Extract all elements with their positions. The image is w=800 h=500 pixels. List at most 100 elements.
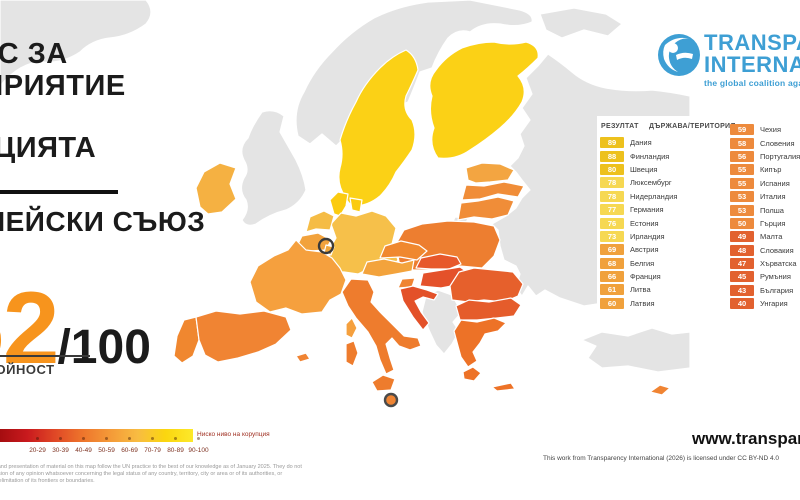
table-row[interactable]: 53 Италия xyxy=(730,190,800,203)
score-cell: 60 xyxy=(600,297,624,309)
malta-marker[interactable] xyxy=(383,392,399,408)
country-name: Малта xyxy=(760,232,783,242)
table-row[interactable]: 78 Люксембург xyxy=(600,176,677,189)
score-cell: 53 xyxy=(730,191,754,203)
table-row[interactable]: 55 Испания xyxy=(730,177,800,190)
island-crete[interactable] xyxy=(491,382,516,392)
country-name: Испания xyxy=(760,178,790,188)
turkey-landmass xyxy=(581,327,691,373)
country-name: Дания xyxy=(630,138,652,148)
country-cyprus[interactable] xyxy=(649,384,671,396)
title-divider xyxy=(0,190,118,194)
score-cell: 55 xyxy=(730,164,754,176)
country-name: Полша xyxy=(760,205,784,215)
country-italy[interactable] xyxy=(341,278,422,375)
country-lithuania[interactable] xyxy=(457,196,515,221)
table-background-panel xyxy=(597,116,800,318)
average-score: 62/100 xyxy=(0,270,151,387)
score-cell: 47 xyxy=(730,258,754,270)
country-ireland[interactable] xyxy=(195,162,237,215)
table-row[interactable]: 68 Белгия xyxy=(600,257,677,270)
country-austria[interactable] xyxy=(361,258,415,278)
table-row[interactable]: 48 Словакия xyxy=(730,244,800,257)
country-name: Люксембург xyxy=(630,178,672,188)
table-header-country: ДЪРЖАВА/ТЕРИТОРИЯ xyxy=(648,123,736,130)
country-portugal[interactable] xyxy=(173,316,200,364)
country-romania[interactable] xyxy=(449,267,524,303)
luxembourg-marker[interactable] xyxy=(317,237,335,255)
legend-tick-dot xyxy=(49,437,72,440)
country-bulgaria[interactable] xyxy=(455,297,522,321)
table-row[interactable]: 50 Гърция xyxy=(730,217,800,230)
country-greece[interactable] xyxy=(453,317,507,368)
island-sardinia[interactable] xyxy=(345,340,359,367)
country-finland[interactable] xyxy=(429,41,539,159)
table-row[interactable]: 73 Ирландия xyxy=(600,230,677,243)
island-sicily[interactable] xyxy=(371,374,396,392)
table-row[interactable]: 45 Румъния xyxy=(730,270,800,283)
country-czechia[interactable] xyxy=(379,240,428,261)
legend-tick-dot xyxy=(164,437,187,440)
table-row[interactable]: 89 Дания xyxy=(600,136,677,149)
country-name: Франция xyxy=(630,272,661,282)
logo-wordmark-line1: TRANSPARENCY xyxy=(704,30,800,55)
score-cell: 89 xyxy=(600,137,624,149)
country-name: Хърватска xyxy=(760,259,797,269)
country-name: Нидерландия xyxy=(630,191,678,201)
table-row[interactable]: 88 Финландия xyxy=(600,149,677,162)
table-row[interactable]: 77 Германия xyxy=(600,203,677,216)
table-row[interactable]: 66 Франция xyxy=(600,270,677,283)
table-row[interactable]: 60 Латвия xyxy=(600,297,677,310)
table-row[interactable]: 56 Португалия xyxy=(730,150,800,163)
table-row[interactable]: 69 Австрия xyxy=(600,243,677,256)
table-row[interactable]: 49 Малта xyxy=(730,230,800,243)
country-netherlands[interactable] xyxy=(305,210,335,233)
country-estonia[interactable] xyxy=(465,162,515,184)
legend-tick-dot xyxy=(187,437,210,440)
table-row[interactable]: 59 Чехия xyxy=(730,123,800,136)
table-row[interactable]: 61 Литва xyxy=(600,283,677,296)
score-cell: 77 xyxy=(600,204,624,216)
legend-range-labels: 20-29 30-39 40-49 50-59 60-69 70-79 80-89 90-10… xyxy=(26,447,222,454)
island-mallorca[interactable] xyxy=(295,352,311,363)
legend-tick-dot xyxy=(26,437,49,440)
table-row[interactable]: 53 Полша xyxy=(730,203,800,216)
table-row[interactable]: 78 Нидерландия xyxy=(600,190,677,203)
country-name: Унгария xyxy=(760,299,788,309)
score-table-left-column: 89 Дания 88 Финландия 80 Швеция 78 Люксе… xyxy=(600,136,677,310)
table-row[interactable]: 58 Словения xyxy=(730,136,800,149)
island-peloponnese[interactable] xyxy=(462,366,482,382)
table-row[interactable]: 40 Унгария xyxy=(730,297,800,310)
table-row[interactable]: 55 Кипър xyxy=(730,163,800,176)
country-name: Швеция xyxy=(630,164,658,174)
legend-tick-dot xyxy=(118,437,141,440)
region-title: ЕВРОПЕЙСКИ СЪЮЗ xyxy=(0,206,206,237)
country-france[interactable] xyxy=(249,239,347,315)
legend-gradient-bar xyxy=(0,429,193,442)
logo-tagline: the global coalition against corruption xyxy=(704,78,800,88)
country-name: Кипър xyxy=(760,165,782,175)
country-slovakia[interactable] xyxy=(415,253,462,270)
table-row[interactable]: 76 Естония xyxy=(600,216,677,229)
title-line-1: ИНДЕКС ЗА xyxy=(0,38,68,70)
average-score-label: СРЕДНА СТОЙНОСТ xyxy=(0,362,55,377)
legend-range-label: 70-79 xyxy=(144,447,161,454)
country-sweden[interactable] xyxy=(338,49,419,207)
country-croatia[interactable] xyxy=(399,285,439,331)
score-cell: 78 xyxy=(600,190,624,202)
table-row[interactable]: 47 Хърватска xyxy=(730,257,800,270)
map-disclaimer: The boundaries and presentation of mater… xyxy=(0,464,302,484)
kola-landmass xyxy=(539,7,623,39)
country-name: Германия xyxy=(630,205,664,215)
island-corsica[interactable] xyxy=(345,317,358,339)
country-name: Гърция xyxy=(760,218,786,228)
legend-tick-dot xyxy=(95,437,118,440)
country-spain[interactable] xyxy=(195,310,292,363)
country-name: Чехия xyxy=(760,125,782,135)
score-cell: 50 xyxy=(730,217,754,229)
table-row[interactable]: 43 България xyxy=(730,284,800,297)
score-cell: 58 xyxy=(730,137,754,149)
table-row[interactable]: 80 Швеция xyxy=(600,163,677,176)
website-link[interactable]: www.transparency.org xyxy=(692,429,800,448)
country-latvia[interactable] xyxy=(461,181,525,201)
